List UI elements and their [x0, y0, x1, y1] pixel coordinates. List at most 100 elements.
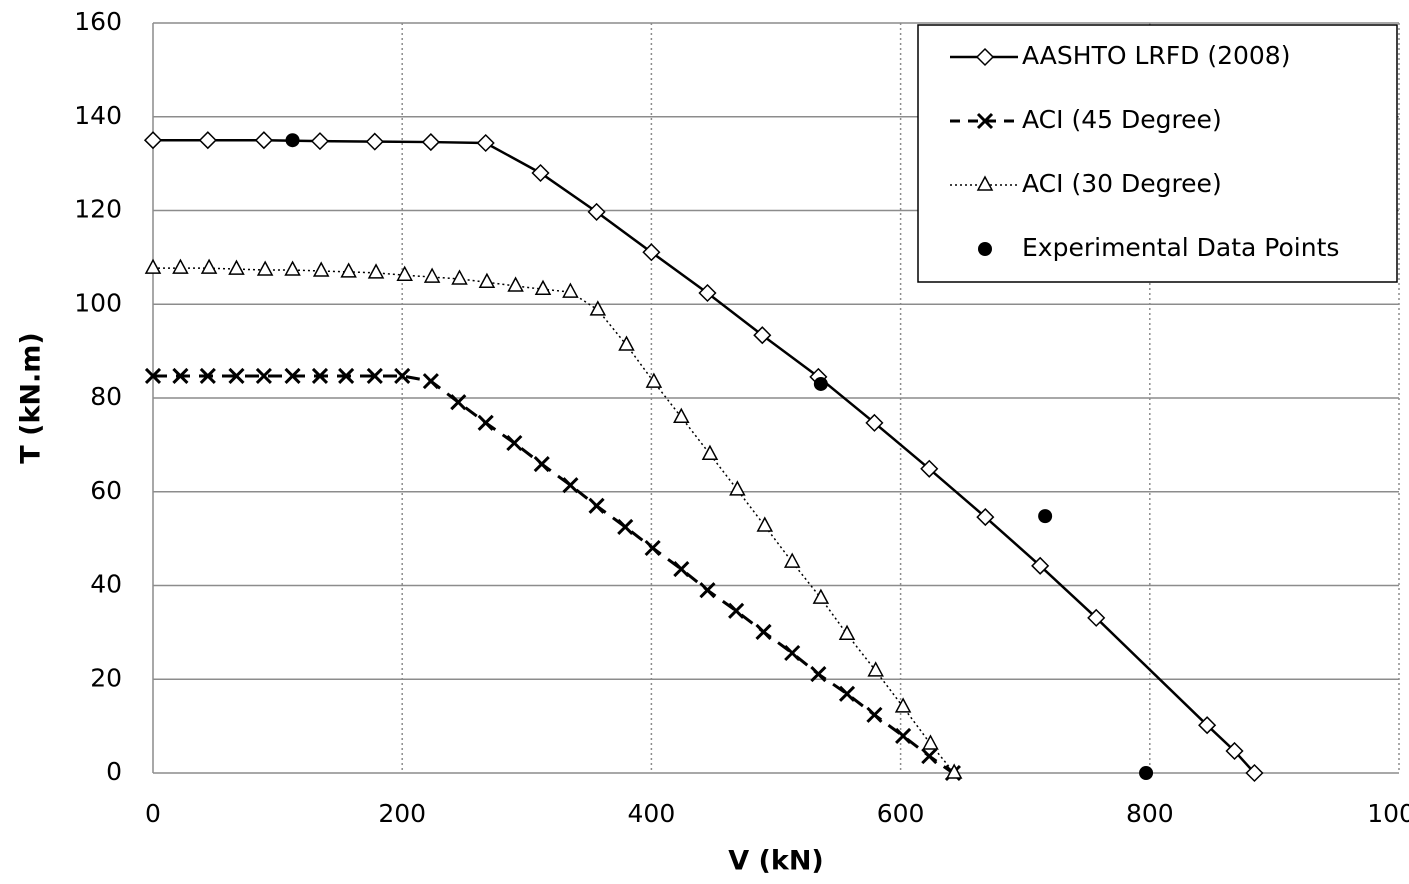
marker	[866, 706, 883, 723]
marker	[1087, 608, 1106, 627]
marker	[199, 367, 216, 385]
marker	[256, 260, 274, 276]
y-tick-label: 40	[90, 570, 122, 599]
marker	[895, 727, 912, 745]
marker	[921, 748, 938, 765]
marker	[421, 133, 440, 152]
marker	[255, 367, 272, 385]
y-tick-label: 80	[90, 382, 122, 411]
marker	[534, 279, 552, 295]
marker	[144, 258, 162, 274]
marker	[285, 133, 300, 148]
marker	[1198, 716, 1217, 735]
marker	[975, 47, 995, 67]
marker	[978, 242, 992, 256]
marker	[838, 685, 856, 702]
marker	[618, 335, 635, 351]
marker	[755, 623, 772, 640]
marker	[813, 376, 828, 391]
marker	[729, 480, 746, 496]
marker	[642, 243, 661, 262]
marker	[945, 763, 963, 779]
marker	[394, 367, 411, 385]
marker	[366, 367, 383, 385]
marker	[673, 561, 690, 578]
series-line	[153, 267, 955, 774]
marker	[531, 163, 550, 183]
legend-label: Experimental Data Points	[1022, 233, 1339, 262]
marker	[312, 261, 330, 277]
marker	[172, 258, 189, 274]
marker	[143, 131, 163, 150]
marker	[507, 276, 524, 292]
marker	[476, 133, 495, 153]
x-tick-label: 800	[1126, 799, 1174, 828]
marker	[198, 131, 217, 150]
marker	[1139, 766, 1154, 780]
y-tick-label: 20	[90, 663, 122, 692]
marker	[644, 539, 661, 557]
marker	[396, 265, 413, 281]
y-tick-label: 0	[106, 757, 122, 786]
marker	[1245, 763, 1264, 783]
marker	[587, 202, 606, 221]
marker	[284, 260, 301, 276]
marker	[478, 272, 496, 288]
marker	[562, 282, 579, 298]
x-axis-title: V (kN)	[728, 846, 824, 877]
marker	[894, 697, 912, 713]
marker	[450, 394, 467, 411]
marker	[699, 582, 716, 599]
marker	[284, 367, 301, 385]
marker	[865, 413, 884, 432]
marker	[228, 259, 245, 275]
marker	[311, 367, 329, 385]
legend-label: ACI (45 Degree)	[1022, 105, 1222, 134]
marker	[562, 477, 579, 494]
marker	[1038, 509, 1053, 524]
marker	[200, 258, 218, 274]
marker	[1031, 556, 1050, 575]
marker	[422, 373, 439, 390]
marker	[701, 444, 719, 460]
y-tick-label: 140	[74, 101, 122, 130]
y-tick-label: 60	[90, 476, 122, 505]
marker	[838, 624, 856, 640]
x-tick-label: 200	[378, 799, 426, 828]
y-tick-label: 100	[74, 288, 122, 317]
marker	[228, 367, 245, 385]
marker	[144, 367, 162, 385]
marker	[310, 132, 330, 151]
marker	[922, 734, 939, 750]
marker	[506, 434, 523, 452]
marker	[254, 131, 273, 150]
marker	[812, 588, 830, 604]
marker	[533, 456, 550, 473]
marker	[976, 175, 994, 191]
marker	[728, 602, 745, 619]
x-tick-label: 1000	[1367, 799, 1409, 828]
y-axis-title: T (kN.m)	[16, 332, 47, 463]
marker	[617, 518, 634, 535]
marker	[784, 644, 801, 662]
marker	[477, 414, 494, 431]
marker	[976, 112, 994, 130]
marker	[920, 459, 939, 478]
marker	[698, 283, 717, 303]
legend-box	[917, 24, 1398, 283]
marker	[365, 132, 384, 151]
marker	[340, 262, 357, 278]
marker	[976, 508, 995, 527]
marker	[753, 326, 772, 345]
x-tick-label: 400	[628, 799, 676, 828]
y-tick-label: 160	[74, 7, 122, 36]
x-tick-label: 0	[145, 799, 161, 828]
marker	[783, 552, 801, 568]
y-tick-label: 120	[74, 195, 122, 224]
marker	[645, 372, 663, 388]
marker	[423, 267, 441, 283]
marker	[756, 516, 774, 532]
x-tick-label: 600	[877, 799, 925, 828]
marker	[338, 367, 355, 385]
